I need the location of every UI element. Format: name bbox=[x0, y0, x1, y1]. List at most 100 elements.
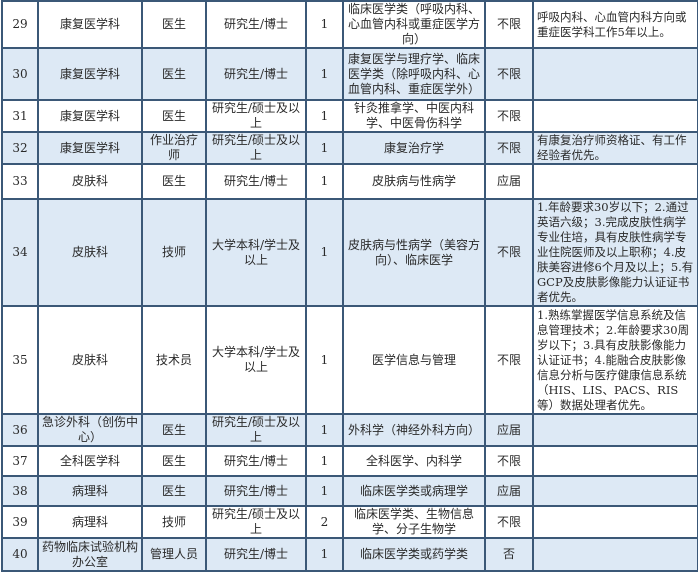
education-cell: 研究生/博士 bbox=[205, 163, 307, 200]
table-row: 33 皮肤科 医生 研究生/博士 1 皮肤病与性病学 应届 bbox=[1, 163, 698, 200]
post-title-cell: 医生 bbox=[141, 99, 207, 133]
major-cell: 全科医学、内科学 bbox=[342, 445, 486, 477]
education-cell: 研究生/硕士及以上 bbox=[205, 505, 307, 539]
major-cell: 医学信息与管理 bbox=[342, 305, 486, 415]
table-row: 39 病理科 技师 研究生/硕士及以上 2 临床医学类、生物信息学、分子生物学 不限 bbox=[1, 505, 698, 539]
headcount-cell: 1 bbox=[305, 131, 344, 165]
education-cell: 研究生/博士 bbox=[205, 47, 307, 101]
headcount-cell: 1 bbox=[305, 99, 344, 133]
position-number-cell: 35 bbox=[1, 305, 39, 415]
department-cell: 康复医学科 bbox=[37, 99, 143, 133]
major-cell: 针灸推拿学、中医内科学、中医骨伤科学 bbox=[342, 99, 486, 133]
position-number-cell: 30 bbox=[1, 47, 39, 101]
major-cell: 外科学（神经外科方向） bbox=[342, 413, 486, 447]
experience-cell: 不限 bbox=[484, 505, 534, 539]
requirements-cell bbox=[532, 163, 698, 200]
department-cell: 康复医学科 bbox=[37, 0, 143, 49]
major-cell: 康复医学与理疗学、临床医学类（除呼吸内科、心血管内科、重症医学外） bbox=[342, 47, 486, 101]
department-cell: 全科医学科 bbox=[37, 445, 143, 477]
education-cell: 研究生/博士 bbox=[205, 537, 307, 572]
major-cell: 临床医学类或病理学 bbox=[342, 475, 486, 507]
post-title-cell: 医生 bbox=[141, 445, 207, 477]
requirements-cell bbox=[532, 47, 698, 101]
major-cell: 临床医学类或药学类 bbox=[342, 537, 486, 572]
table-row: 36 急诊外科（创伤中心） 医生 研究生/硕士及以上 1 外科学（神经外科方向） 应届 bbox=[1, 413, 698, 447]
education-cell: 研究生/博士 bbox=[205, 445, 307, 477]
position-number-cell: 29 bbox=[1, 0, 39, 49]
experience-cell: 不限 bbox=[484, 131, 534, 165]
requirements-cell bbox=[532, 99, 698, 133]
major-cell: 皮肤病与性病学 bbox=[342, 163, 486, 200]
table-row: 32 康复医学科 作业治疗师 研究生/硕士及以上 1 康复治疗学 不限 有康复治疗师资格证、有… bbox=[1, 131, 698, 165]
education-cell: 研究生/硕士及以上 bbox=[205, 413, 307, 447]
department-cell: 康复医学科 bbox=[37, 47, 143, 101]
education-cell: 大学本科/学士及以上 bbox=[205, 198, 307, 307]
requirements-cell: 呼吸内科、心血管内科方向或重症医学科工作5年以上。 bbox=[532, 0, 698, 49]
experience-cell: 应届 bbox=[484, 163, 534, 200]
experience-cell: 不限 bbox=[484, 445, 534, 477]
education-cell: 研究生/硕士及以上 bbox=[205, 131, 307, 165]
department-cell: 药物临床试验机构办公室 bbox=[37, 537, 143, 572]
post-title-cell: 技师 bbox=[141, 198, 207, 307]
requirements-cell bbox=[532, 475, 698, 507]
post-title-cell: 医生 bbox=[141, 475, 207, 507]
education-cell: 研究生/博士 bbox=[205, 475, 307, 507]
position-number-cell: 40 bbox=[1, 537, 39, 572]
position-number-cell: 34 bbox=[1, 198, 39, 307]
experience-cell: 应届 bbox=[484, 413, 534, 447]
position-number-cell: 38 bbox=[1, 475, 39, 507]
department-cell: 皮肤科 bbox=[37, 305, 143, 415]
requirements-cell: 1.熟练掌握医学信息系统及信息管理技术；2.年龄要求30周岁以下；3.具有皮肤影… bbox=[532, 305, 698, 415]
headcount-cell: 1 bbox=[305, 413, 344, 447]
position-number-cell: 39 bbox=[1, 505, 39, 539]
headcount-cell: 1 bbox=[305, 163, 344, 200]
requirements-cell: 有康复治疗师资格证、有工作经验者优先。 bbox=[532, 131, 698, 165]
table-row: 31 康复医学科 医生 研究生/硕士及以上 1 针灸推拿学、中医内科学、中医骨伤科学 不限 bbox=[1, 99, 698, 133]
education-cell: 研究生/硕士及以上 bbox=[205, 99, 307, 133]
headcount-cell: 1 bbox=[305, 305, 344, 415]
experience-cell: 不限 bbox=[484, 47, 534, 101]
department-cell: 皮肤科 bbox=[37, 163, 143, 200]
headcount-cell: 2 bbox=[305, 505, 344, 539]
experience-cell: 不限 bbox=[484, 99, 534, 133]
department-cell: 皮肤科 bbox=[37, 198, 143, 307]
headcount-cell: 1 bbox=[305, 198, 344, 307]
experience-cell: 不限 bbox=[484, 0, 534, 49]
headcount-cell: 1 bbox=[305, 537, 344, 572]
position-number-cell: 31 bbox=[1, 99, 39, 133]
position-number-cell: 33 bbox=[1, 163, 39, 200]
experience-cell: 应届 bbox=[484, 475, 534, 507]
post-title-cell: 作业治疗师 bbox=[141, 131, 207, 165]
department-cell: 病理科 bbox=[37, 505, 143, 539]
major-cell: 临床医学类、生物信息学、分子生物学 bbox=[342, 505, 486, 539]
experience-cell: 否 bbox=[484, 537, 534, 572]
position-number-cell: 37 bbox=[1, 445, 39, 477]
experience-cell: 不限 bbox=[484, 305, 534, 415]
post-title-cell: 管理人员 bbox=[141, 537, 207, 572]
experience-cell: 不限 bbox=[484, 198, 534, 307]
education-cell: 大学本科/学士及以上 bbox=[205, 305, 307, 415]
headcount-cell: 1 bbox=[305, 47, 344, 101]
headcount-cell: 1 bbox=[305, 475, 344, 507]
major-cell: 皮肤病与性病学（美容方向）、临床医学 bbox=[342, 198, 486, 307]
table-row: 30 康复医学科 医生 研究生/博士 1 康复医学与理疗学、临床医学类（除呼吸内科、心血管… bbox=[1, 47, 698, 101]
requirements-cell bbox=[532, 537, 698, 572]
post-title-cell: 技师 bbox=[141, 505, 207, 539]
table-row: 37 全科医学科 医生 研究生/博士 1 全科医学、内科学 不限 bbox=[1, 445, 698, 477]
position-number-cell: 32 bbox=[1, 131, 39, 165]
requirements-cell bbox=[532, 413, 698, 447]
headcount-cell: 1 bbox=[305, 445, 344, 477]
table-row: 35 皮肤科 技术员 大学本科/学士及以上 1 医学信息与管理 不限 1.熟练掌握医学信息系统… bbox=[1, 305, 698, 415]
post-title-cell: 医生 bbox=[141, 0, 207, 49]
post-title-cell: 医生 bbox=[141, 413, 207, 447]
department-cell: 康复医学科 bbox=[37, 131, 143, 165]
table-row: 38 病理科 医生 研究生/博士 1 临床医学类或病理学 应届 bbox=[1, 475, 698, 507]
department-cell: 急诊外科（创伤中心） bbox=[37, 413, 143, 447]
position-number-cell: 36 bbox=[1, 413, 39, 447]
post-title-cell: 医生 bbox=[141, 163, 207, 200]
major-cell: 康复治疗学 bbox=[342, 131, 486, 165]
post-title-cell: 技术员 bbox=[141, 305, 207, 415]
requirements-cell bbox=[532, 445, 698, 477]
major-cell: 临床医学类（呼吸内科、心血管内科或重症医学方向） bbox=[342, 0, 486, 49]
